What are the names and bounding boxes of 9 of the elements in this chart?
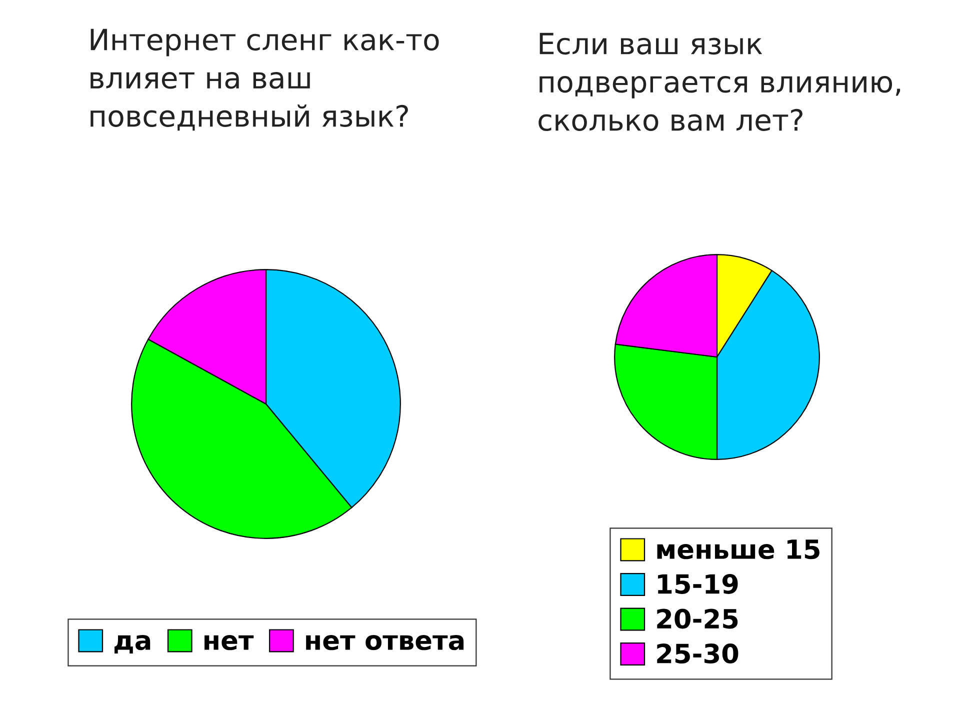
legend-label: меньше 15 bbox=[657, 540, 820, 560]
legend-label: нет bbox=[204, 635, 254, 650]
legend-label: 15-19 bbox=[658, 574, 738, 594]
chart-title: Интернет сленг как-то влияет на ваш повседневный язык? bbox=[90, 28, 439, 131]
chart-title: Если ваш язык подвергается влиянию, сколько вам лет? bbox=[538, 32, 900, 131]
legend-label: 25-30 bbox=[657, 644, 738, 664]
legend-label: нет ответа bbox=[306, 635, 464, 650]
legend-label: 20-25 bbox=[657, 608, 738, 629]
legend-label: да bbox=[114, 635, 150, 654]
